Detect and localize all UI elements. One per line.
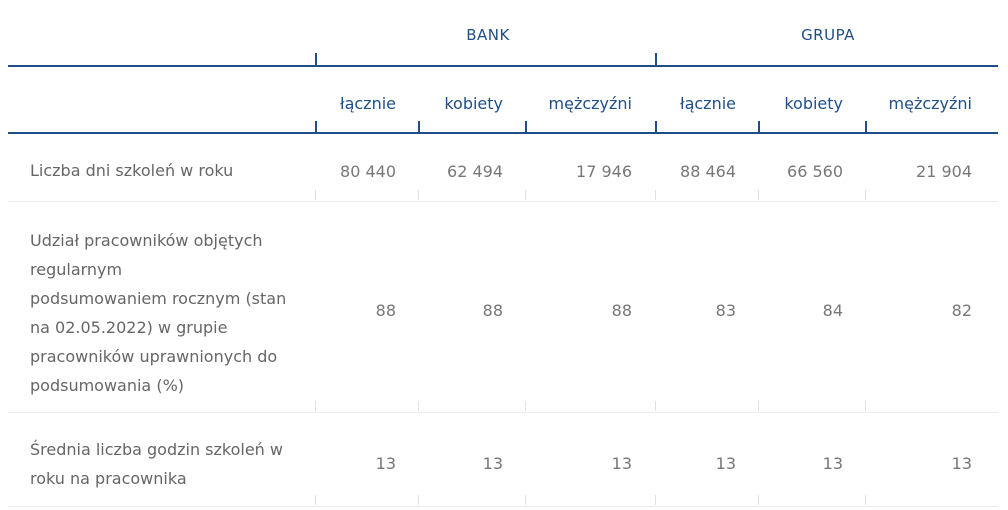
- cell-r3-grupa-women: 13: [822, 454, 843, 473]
- column-divider-tick: [315, 121, 317, 132]
- column-divider-tick: [418, 121, 420, 132]
- cell-r1-grupa-men: 21 904: [916, 162, 972, 181]
- cell-divider: [418, 495, 419, 505]
- column-divider-tick: [525, 121, 527, 132]
- row-label-line: regularnym: [30, 260, 123, 279]
- group-divider-tick: [315, 53, 317, 65]
- row-label-line: Średnia liczba godzin szkoleń w: [30, 440, 283, 459]
- cell-divider: [525, 401, 526, 411]
- cell-r3-bank-total: 13: [375, 454, 396, 473]
- column-divider-tick: [865, 121, 867, 132]
- column-divider-tick: [758, 121, 760, 132]
- cell-r3-grupa-total: 13: [715, 454, 736, 473]
- column-header-rule: [8, 132, 998, 134]
- cell-divider: [655, 401, 656, 411]
- cell-divider: [865, 401, 866, 411]
- cell-divider: [315, 495, 316, 505]
- cell-r1-bank-men: 17 946: [576, 162, 632, 181]
- row-label-line: roku na pracownika: [30, 469, 187, 488]
- row-label-line: podsumowaniem rocznym (stan: [30, 289, 287, 308]
- cell-divider: [315, 190, 316, 200]
- cell-divider: [655, 190, 656, 200]
- col-header-bank-women: kobiety: [444, 94, 503, 113]
- training-stats-table: BANK GRUPA łącznie kobiety mężczyźni łąc…: [8, 0, 998, 510]
- row-separator: [8, 412, 998, 413]
- cell-divider: [525, 495, 526, 505]
- cell-r2-bank-total: 88: [375, 301, 396, 320]
- cell-r2-bank-men: 88: [611, 301, 632, 320]
- cell-r3-bank-men: 13: [611, 454, 632, 473]
- cell-r2-grupa-total: 83: [715, 301, 736, 320]
- row-label-line: na 02.05.2022) w grupie: [30, 318, 228, 337]
- row-label-line: podsumowania (%): [30, 376, 185, 395]
- row-separator: [8, 201, 998, 202]
- cell-r1-bank-total: 80 440: [340, 162, 396, 181]
- col-header-bank-men: mężczyźni: [548, 94, 632, 113]
- cell-divider: [758, 190, 759, 200]
- cell-divider: [865, 495, 866, 505]
- column-divider-tick: [655, 121, 657, 132]
- cell-divider: [315, 401, 316, 411]
- cell-divider: [418, 190, 419, 200]
- cell-r3-bank-women: 13: [482, 454, 503, 473]
- row-label-training-hours: Średnia liczba godzin szkoleń w roku na …: [30, 435, 283, 493]
- cell-r1-bank-women: 62 494: [447, 162, 503, 181]
- cell-divider: [418, 401, 419, 411]
- col-header-bank-total: łącznie: [340, 94, 396, 113]
- cell-divider: [525, 190, 526, 200]
- row-label-line: pracowników uprawnionych do: [30, 347, 278, 366]
- col-header-grupa-total: łącznie: [680, 94, 736, 113]
- group-header-rule: [8, 65, 998, 67]
- cell-r2-grupa-men: 82: [951, 301, 972, 320]
- row-label-review-share: Udział pracowników objętych regularnym p…: [30, 226, 286, 400]
- row-separator: [8, 506, 998, 507]
- cell-divider: [865, 190, 866, 200]
- col-header-grupa-women: kobiety: [784, 94, 843, 113]
- col-header-grupa-men: mężczyźni: [888, 94, 972, 113]
- group-divider-tick: [655, 53, 657, 65]
- cell-divider: [758, 495, 759, 505]
- group-header-grupa: GRUPA: [801, 26, 855, 44]
- row-label-training-days: Liczba dni szkoleń w roku: [30, 161, 234, 180]
- cell-divider: [655, 495, 656, 505]
- cell-r2-grupa-women: 84: [822, 301, 843, 320]
- cell-divider: [758, 401, 759, 411]
- cell-r2-bank-women: 88: [482, 301, 503, 320]
- row-label-line: Udział pracowników objętych: [30, 231, 263, 250]
- cell-r1-grupa-total: 88 464: [680, 162, 736, 181]
- cell-r1-grupa-women: 66 560: [787, 162, 843, 181]
- cell-r3-grupa-men: 13: [951, 454, 972, 473]
- group-header-bank: BANK: [466, 26, 510, 44]
